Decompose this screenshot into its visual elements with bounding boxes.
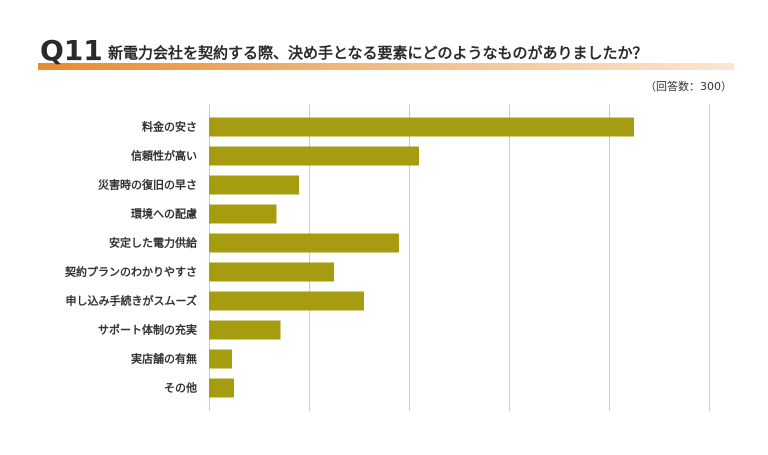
bar-3 bbox=[209, 204, 277, 224]
title-block: Q11 新電力会社を契約する際、決め手となる要素にどのようなものがありましたか？ bbox=[38, 36, 734, 72]
respondent-count: （回答数：300） bbox=[645, 80, 732, 93]
category-label-2: 災害時の復旧の早さ bbox=[97, 178, 197, 192]
bar-6 bbox=[209, 291, 364, 311]
category-label-0: 料金の安さ bbox=[142, 120, 197, 134]
bar-8 bbox=[209, 349, 232, 369]
category-label-9: その他 bbox=[164, 381, 197, 395]
bar-4 bbox=[209, 233, 399, 253]
category-label-7: サポート体制の充実 bbox=[98, 323, 197, 337]
category-labels: 料金の安さ信頼性が高い災害時の復旧の早さ環境への配慮安定した電力供給契約プランの… bbox=[64, 120, 198, 395]
question-text: 新電力会社を契約する際、決め手となる要素にどのようなものがありましたか？ bbox=[108, 44, 648, 62]
category-label-3: 環境への配慮 bbox=[131, 207, 197, 221]
category-label-6: 申し込み手続きがスムーズ bbox=[66, 294, 197, 308]
title-underline-bar bbox=[38, 63, 734, 70]
category-label-8: 実店舗の有無 bbox=[131, 352, 197, 366]
bar-9 bbox=[209, 378, 234, 398]
bar-5 bbox=[209, 262, 334, 282]
question-number: Q11 bbox=[40, 34, 103, 67]
bar-7 bbox=[209, 320, 281, 340]
bar-1 bbox=[209, 146, 419, 166]
category-label-1: 信頼性が高い bbox=[131, 149, 197, 163]
category-label-4: 安定した電力供給 bbox=[109, 236, 198, 250]
bar-0 bbox=[209, 117, 634, 137]
category-label-5: 契約プランのわかりやすさ bbox=[64, 265, 197, 279]
bars bbox=[209, 117, 634, 398]
bar-2 bbox=[209, 175, 299, 195]
